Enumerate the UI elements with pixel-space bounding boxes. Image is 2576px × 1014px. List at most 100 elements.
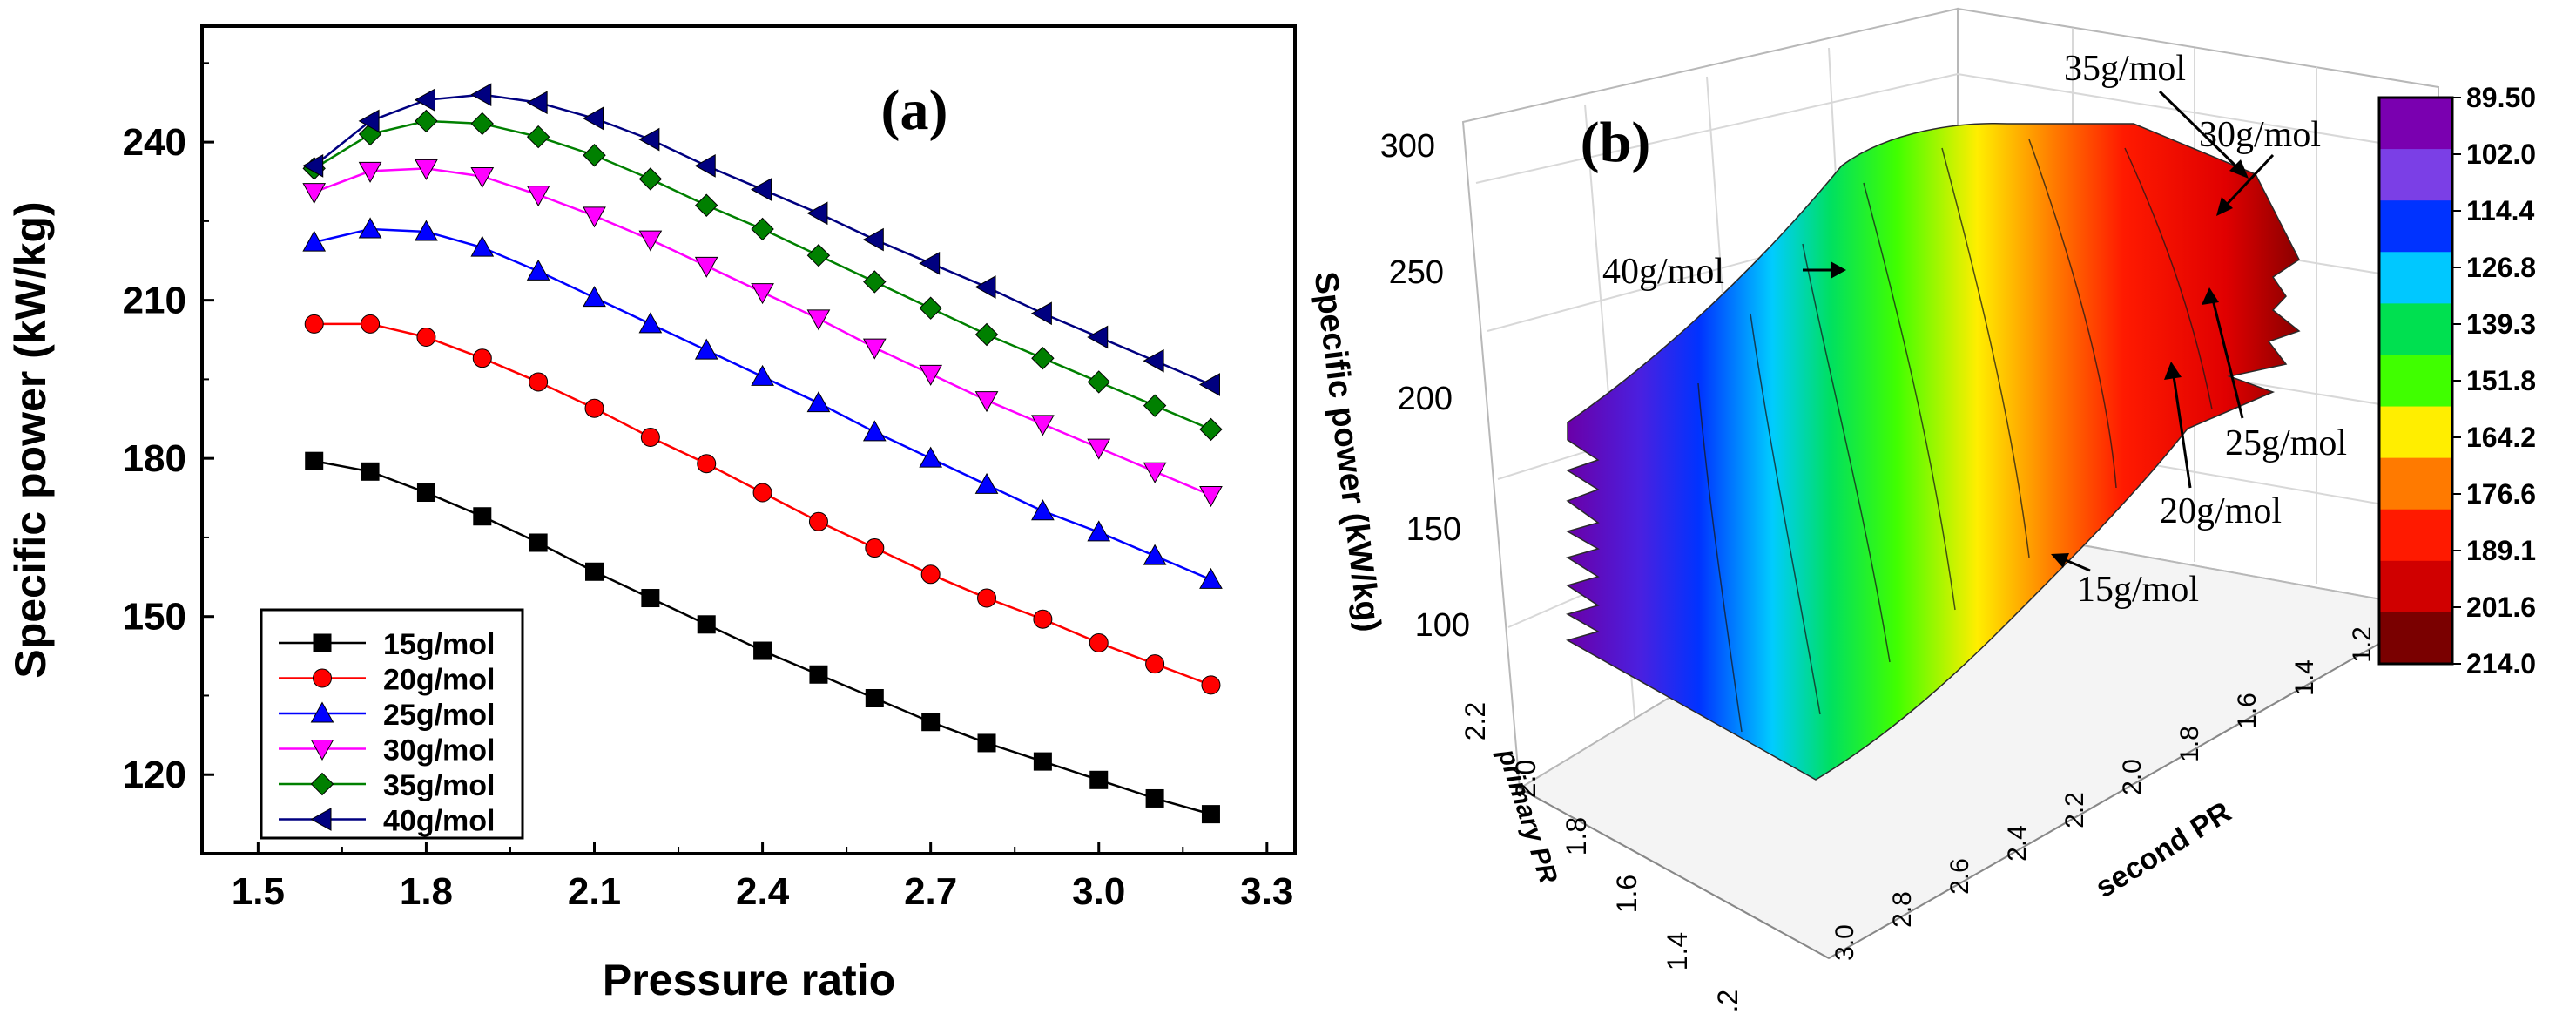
x-tick-label: 1.5 bbox=[232, 870, 285, 913]
data-point bbox=[358, 217, 382, 239]
annotation-25gmol: 25g/mol bbox=[2225, 423, 2347, 463]
data-point bbox=[529, 372, 549, 392]
colorbar-label: 139.3 bbox=[2466, 308, 2536, 340]
data-point bbox=[977, 588, 997, 608]
data-point bbox=[526, 259, 550, 281]
data-point bbox=[1143, 394, 1167, 417]
data-point bbox=[638, 127, 660, 152]
data-point bbox=[358, 109, 380, 133]
data-point bbox=[416, 483, 435, 503]
data-point bbox=[865, 688, 884, 707]
colorbar-label: 126.8 bbox=[2466, 252, 2536, 283]
colorbar: 89.50 102.0 114.4 126.8 139.3 151.8 164.2 176.6… bbox=[2377, 82, 2536, 679]
colorbar-segment bbox=[2379, 355, 2452, 408]
data-point bbox=[1199, 486, 1223, 508]
data-point bbox=[361, 462, 380, 481]
data-point bbox=[1087, 438, 1111, 460]
colorbar-segment bbox=[2379, 303, 2452, 355]
y-tick-labels: 120 150 180 210 240 bbox=[123, 121, 186, 796]
x-tick-label: 3.0 bbox=[1072, 870, 1125, 913]
panel-a: 1.5 1.8 2.1 2.4 2.7 3.0 3.3 120 150 180 210 240 (a… bbox=[6, 24, 1297, 1004]
legend-marker bbox=[313, 633, 332, 652]
data-point bbox=[416, 328, 436, 348]
data-point bbox=[1143, 348, 1164, 373]
colorbar-label: 214.0 bbox=[2466, 648, 2536, 679]
data-point bbox=[584, 398, 604, 418]
data-point bbox=[862, 420, 887, 442]
data-point bbox=[305, 451, 324, 470]
z-tick-label: 150 bbox=[1406, 511, 1461, 548]
legend-label: 35g/mol bbox=[383, 769, 495, 802]
legend-label: 25g/mol bbox=[383, 699, 495, 732]
legend-marker bbox=[313, 668, 332, 688]
colorbar-label: 114.4 bbox=[2466, 195, 2535, 226]
data-point bbox=[526, 91, 548, 115]
colorbar-label: 176.6 bbox=[2466, 478, 2536, 510]
second-tick-label: 2.4 bbox=[2003, 825, 2032, 862]
data-point bbox=[585, 562, 604, 581]
second-tick-label: 1.2 bbox=[2348, 626, 2377, 663]
data-point bbox=[697, 454, 717, 474]
data-point bbox=[302, 183, 327, 205]
data-point bbox=[358, 161, 382, 183]
surface-contours bbox=[1697, 139, 2213, 733]
data-point bbox=[1143, 462, 1167, 483]
data-point bbox=[415, 159, 438, 180]
data-point bbox=[1199, 567, 1223, 589]
primary-tick-labels: 2.2 2.0 1.8 1.6 1.4 1.2 bbox=[1460, 702, 1743, 1014]
data-point bbox=[361, 314, 381, 334]
data-point bbox=[1031, 347, 1055, 370]
data-point bbox=[1087, 520, 1111, 542]
data-point bbox=[695, 193, 718, 217]
legend-label: 15g/mol bbox=[383, 628, 495, 661]
data-point bbox=[638, 167, 663, 191]
data-point bbox=[641, 589, 660, 608]
data-point bbox=[1201, 805, 1220, 824]
data-point bbox=[919, 296, 942, 320]
data-point bbox=[1087, 325, 1109, 349]
data-point bbox=[920, 564, 941, 585]
colorbar-label: 151.8 bbox=[2466, 365, 2536, 396]
data-point bbox=[862, 227, 884, 252]
data-point bbox=[974, 275, 996, 299]
colorbar-segment bbox=[2379, 457, 2452, 510]
data-point bbox=[638, 312, 663, 334]
data-point bbox=[694, 256, 718, 278]
data-point bbox=[921, 713, 941, 732]
data-point bbox=[697, 615, 716, 634]
z-tick-labels: 100 150 200 250 300 bbox=[1380, 128, 1470, 644]
panel-b: 100 150 200 250 300 2.2 2.0 1.8 1.6 1.4 1.2 3.0 2.… bbox=[1307, 7, 2536, 1014]
annotation-30gmol: 30g/mol bbox=[2199, 115, 2321, 155]
data-point bbox=[974, 322, 999, 347]
data-point bbox=[1033, 609, 1053, 629]
second-tick-label: 2.2 bbox=[2060, 792, 2089, 828]
data-point bbox=[1031, 415, 1055, 436]
colorbar-segment bbox=[2379, 406, 2452, 459]
x-axis-title: Pressure ratio bbox=[603, 956, 895, 1004]
data-point bbox=[806, 244, 831, 267]
primary-tick-label: 1.6 bbox=[1611, 875, 1642, 913]
data-point bbox=[473, 507, 492, 526]
data-point bbox=[640, 427, 660, 447]
legend-marker bbox=[310, 740, 334, 761]
data-point bbox=[919, 251, 941, 275]
data-point bbox=[751, 178, 772, 201]
x-tick-labels: 1.5 1.8 2.1 2.4 2.7 3.0 3.3 bbox=[232, 870, 1294, 913]
legend-marker bbox=[310, 808, 332, 831]
primary-tick-label: 2.2 bbox=[1460, 702, 1491, 740]
data-point bbox=[1145, 788, 1164, 808]
legend: 15g/mol20g/mol25g/mol30g/mol35g/mol40g/m… bbox=[260, 608, 524, 840]
data-point bbox=[752, 483, 772, 503]
second-tick-label: 2.0 bbox=[2118, 759, 2147, 795]
data-point bbox=[919, 364, 943, 386]
data-point bbox=[694, 154, 716, 178]
data-point bbox=[751, 217, 774, 241]
data-point bbox=[302, 154, 324, 178]
second-tick-label: 1.8 bbox=[2175, 726, 2204, 762]
data-point bbox=[1087, 370, 1110, 394]
data-point bbox=[1201, 675, 1221, 695]
data-point bbox=[472, 348, 492, 368]
y-axis-title: Specific power (kW/kg) bbox=[6, 201, 55, 678]
data-point bbox=[808, 511, 828, 531]
